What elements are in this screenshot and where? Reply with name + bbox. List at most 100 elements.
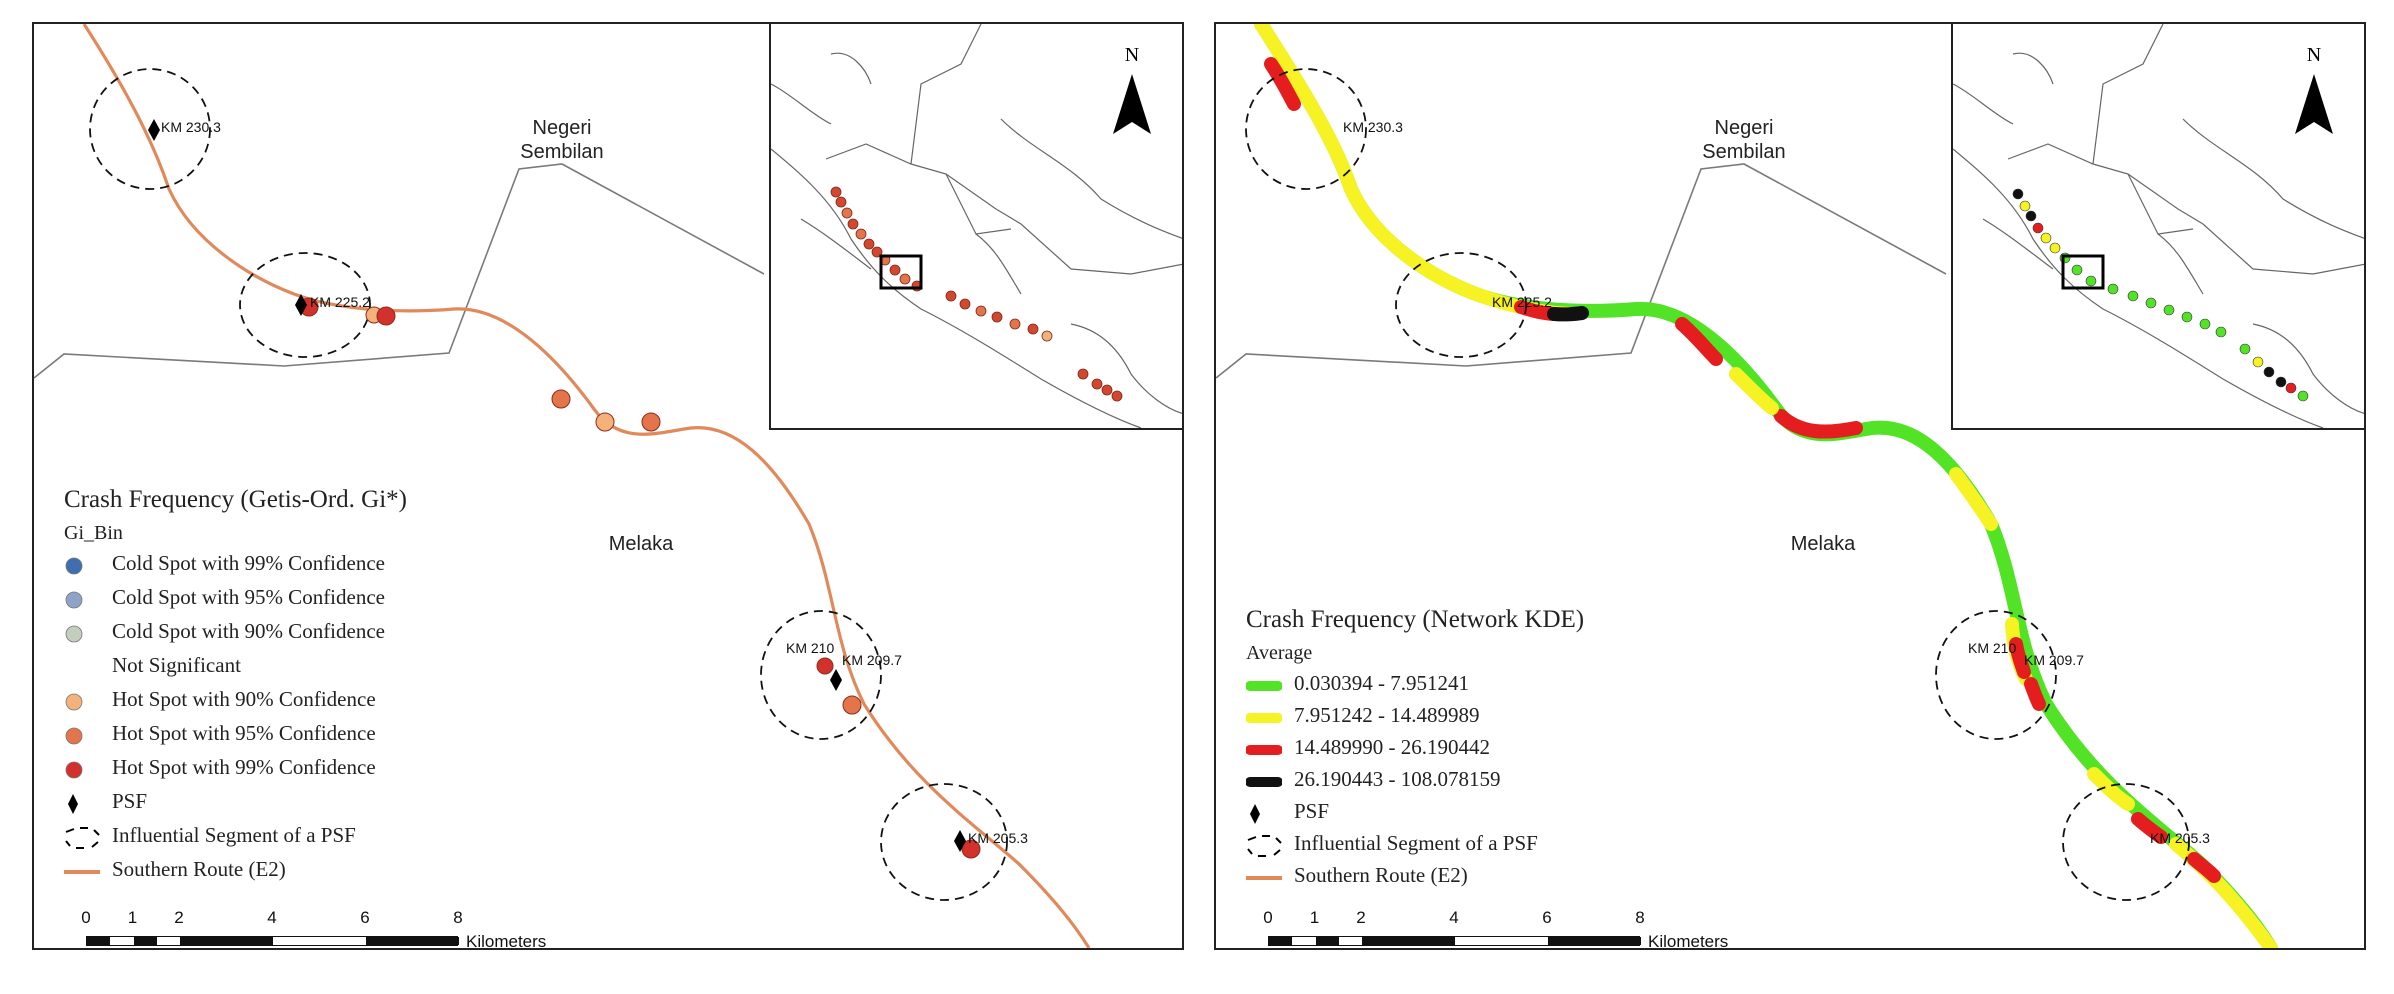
scale-bar-segment: [1292, 937, 1316, 945]
legend-subtitle: Average: [1246, 642, 1313, 664]
legend-item-gi-bin: Not Significant: [64, 651, 407, 685]
legend-label: Influential Segment of a PSF: [1294, 831, 1538, 855]
region-label-melaka: Melaka: [608, 533, 674, 555]
km-label: KM 210: [1968, 640, 2017, 656]
legend-label: 26.190443 - 108.078159: [1294, 767, 1501, 791]
inset-extent-box: [879, 254, 923, 290]
legend: Crash Frequency (Network KDE) Average 0.…: [1246, 606, 1584, 893]
scale-unit-label: Kilometers: [466, 932, 547, 950]
scale-tick-label: 6: [1542, 908, 1552, 927]
state-boundary: [2092, 24, 2164, 165]
legend-item-kde-class: 14.489990 - 26.190442: [1246, 733, 1584, 765]
legend-item-kde-class: 0.030394 - 7.951241: [1246, 669, 1584, 701]
scale-tick-label: 1: [1309, 908, 1320, 927]
state-boundary: [945, 173, 1182, 275]
legend-subtitle: Gi_Bin: [64, 522, 123, 544]
kde-route-yellow: [1729, 367, 1779, 415]
inset-kde-point: [2019, 200, 2031, 212]
legend-title: Crash Frequency (Getis-Ord. Gi*): [64, 486, 407, 513]
inset-hotspot: [855, 228, 867, 240]
coastline: [800, 218, 872, 270]
coastline: [1953, 83, 2014, 125]
inset-kde-point: [2012, 188, 2024, 200]
scale-bar-segment: [156, 937, 180, 945]
legend-swatch-circle: [65, 625, 83, 643]
km-label: KM 230.3: [161, 119, 221, 135]
dashed-segment-icon: [1247, 835, 1282, 857]
influential-segment: [2062, 783, 2190, 901]
legend-label: PSF: [112, 789, 148, 813]
coastline: [771, 148, 1142, 428]
scale-bar-segment: [1362, 937, 1455, 945]
hot-spot-90: [595, 412, 615, 432]
legend-label: 7.951242 - 14.489989: [1294, 703, 1480, 727]
hot-spot-95: [641, 412, 661, 432]
hot-spot-99: [961, 839, 981, 859]
inset-kde-point: [2085, 275, 2097, 287]
state-boundary: [2127, 173, 2364, 275]
coastline: [1070, 323, 1182, 414]
inset-kde-point: [2285, 382, 2297, 394]
inset-kde-point: [2263, 366, 2275, 378]
inset-kde-point: [2032, 222, 2044, 234]
legend-item-kde-class: 26.190443 - 108.078159: [1246, 765, 1584, 797]
map-panel-getis-ord: Negeri Sembilan Melaka KM 230.3 KM 225.2…: [32, 22, 1184, 950]
influential-segment: [1395, 252, 1527, 358]
legend-swatch-circle: [65, 591, 83, 609]
coastline: [2157, 233, 2204, 295]
inset-hotspot: [863, 238, 875, 250]
legend-item-gi-bin: Cold Spot with 95% Confidence: [64, 583, 407, 617]
influential-segment: [89, 68, 211, 190]
legend-label: PSF: [1294, 799, 1330, 823]
hot-spot-95: [842, 695, 862, 715]
legend-item-psf: PSF: [64, 787, 407, 821]
north-arrow: N: [2293, 44, 2335, 144]
inset-kde-point: [2199, 318, 2211, 330]
legend-label: Cold Spot with 95% Confidence: [112, 585, 385, 609]
inset-hotspot: [1101, 384, 1113, 396]
region-label-negeri-sembilan: Negeri Sembilan: [1702, 117, 1786, 163]
scale-bar-segment: [180, 937, 273, 945]
coastline: [830, 52, 872, 85]
inset-kde-point: [2239, 343, 2251, 355]
scale-bar-segment: [1455, 937, 1548, 945]
inset-kde-point: [2252, 356, 2264, 368]
inset-hotspot: [945, 290, 957, 302]
inset-kde-point: [2071, 264, 2083, 276]
legend-label: 14.489990 - 26.190442: [1294, 735, 1490, 759]
scale-bar-segment: [1315, 937, 1339, 945]
kde-route-red: [1774, 409, 1863, 439]
inset-hotspot: [899, 273, 911, 285]
scale-bar-segment: [273, 937, 366, 945]
legend-swatch-circle: [65, 727, 83, 745]
inset-kde-point: [2145, 297, 2157, 309]
north-arrow-icon: [2295, 74, 2333, 134]
km-label: KM 205.3: [2150, 830, 2210, 846]
scale-tick-label: 2: [1356, 908, 1366, 927]
legend-item-segment: Influential Segment of a PSF: [1246, 829, 1584, 861]
inset-hotspot: [841, 207, 853, 219]
inset-hotspot: [830, 186, 842, 198]
map-canvas-getis-ord: [34, 24, 1091, 948]
state-boundary: [825, 143, 1012, 235]
map-canvas-network-kde: [1216, 24, 2278, 948]
coastline: [2012, 52, 2054, 85]
km-label: KM 209.7: [842, 652, 902, 668]
km-label: KM 225.2: [310, 294, 370, 310]
state-boundary: [34, 163, 765, 379]
inset-hotspot: [975, 305, 987, 317]
inset-hotspot: [1009, 318, 1021, 330]
legend-label: Southern Route (E2): [1294, 863, 1468, 887]
inset-locator-map: N: [769, 24, 1182, 430]
scale-bar-segment: [366, 937, 459, 945]
legend-label: 0.030394 - 7.951241: [1294, 671, 1469, 695]
km-label: KM 209.7: [2024, 652, 2084, 668]
inset-kde-point: [2163, 304, 2175, 316]
region-label-melaka: Melaka: [1790, 533, 1856, 555]
legend-swatch-circle: [65, 693, 83, 711]
psf-marker: [295, 294, 307, 316]
state-boundary: [910, 24, 982, 165]
influential-segment: [880, 783, 1008, 901]
inset-hotspot: [847, 218, 859, 230]
legend-label: Cold Spot with 90% Confidence: [112, 619, 385, 643]
